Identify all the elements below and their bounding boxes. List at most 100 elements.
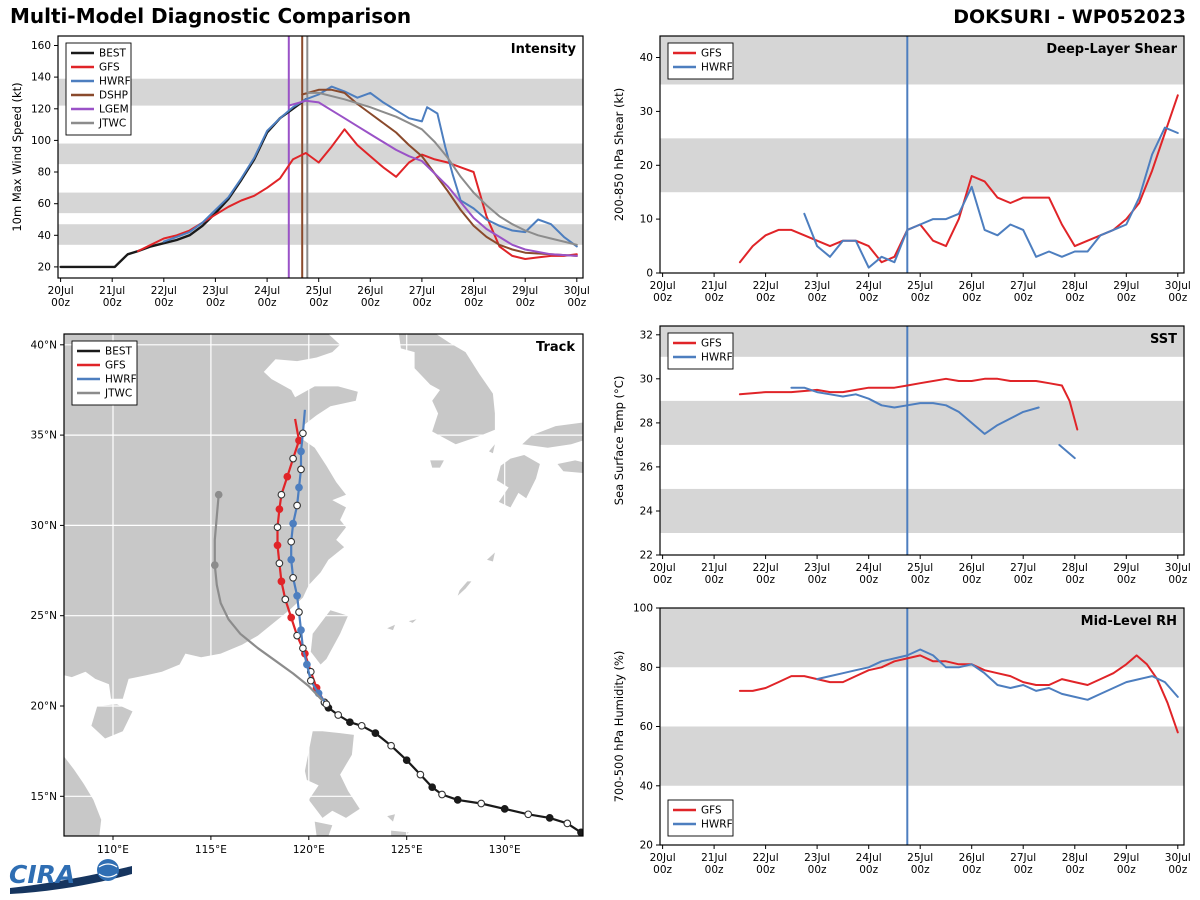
svg-text:110°E: 110°E (97, 844, 129, 856)
land-ishigaki (387, 624, 395, 631)
svg-text:00z: 00z (911, 864, 930, 876)
plot-frame (659, 35, 1185, 274)
svg-text:00z: 00z (705, 864, 724, 876)
svg-text:00z: 00z (464, 297, 483, 309)
legend: BEST GFS HWRF DSHP LGEM JTWC (65, 42, 132, 136)
svg-text:20°N: 20°N (31, 700, 57, 712)
track-marker (293, 631, 301, 640)
svg-text:00z: 00z (154, 297, 173, 309)
track-marker (281, 595, 290, 604)
track-marker (289, 454, 297, 463)
land-hainan (91, 704, 133, 739)
land-samar (391, 830, 409, 836)
svg-text:00z: 00z (1065, 292, 1084, 304)
track-marker (428, 783, 437, 792)
svg-text:00z: 00z (756, 864, 775, 876)
svg-text:29Jul: 29Jul (512, 285, 538, 297)
svg-text:28Jul: 28Jul (461, 285, 487, 297)
svg-text:00z: 00z (51, 297, 70, 309)
track-hwrf (287, 409, 331, 709)
svg-text:130°E: 130°E (489, 844, 521, 856)
svg-text:Sea Surface Temp (°C): Sea Surface Temp (°C) (612, 376, 626, 506)
svg-text:22Jul: 22Jul (753, 562, 779, 574)
land-luzon (304, 731, 360, 818)
svg-text:00z: 00z (1117, 864, 1136, 876)
svg-text:60: 60 (38, 198, 51, 210)
svg-text:15°N: 15°N (31, 791, 57, 803)
storm-id: DOKSURI - WP052023 (953, 6, 1186, 28)
shaded-band (58, 78, 583, 106)
svg-text:22Jul: 22Jul (753, 852, 779, 864)
legend: GFS HWRF (667, 332, 734, 370)
svg-text:20: 20 (38, 261, 51, 273)
svg-text:BEST: BEST (99, 48, 127, 60)
svg-text:00z: 00z (258, 297, 277, 309)
shear-chart: 20Jul00z21Jul00z22Jul00z23Jul00z24Jul00z… (612, 35, 1191, 304)
track-marker (299, 429, 307, 438)
svg-text:23Jul: 23Jul (804, 562, 830, 574)
svg-text:120°E: 120°E (293, 844, 325, 856)
track-marker (500, 805, 509, 813)
svg-text:00z: 00z (1168, 292, 1187, 304)
svg-text:00z: 00z (911, 292, 930, 304)
legend: GFS HWRF (667, 42, 734, 80)
svg-text:100: 100 (31, 135, 51, 147)
svg-text:HWRF: HWRF (701, 62, 733, 74)
svg-text:25Jul: 25Jul (306, 285, 332, 297)
svg-text:00z: 00z (962, 292, 981, 304)
svg-text:00z: 00z (962, 864, 981, 876)
track-marker (277, 490, 286, 499)
svg-text:GFS: GFS (701, 338, 722, 350)
track-marker (524, 810, 533, 819)
svg-text:100: 100 (633, 603, 653, 615)
track-marker (297, 626, 305, 634)
land-jeju (430, 460, 444, 468)
track-marker (287, 555, 296, 564)
track-marker (293, 501, 301, 510)
svg-text:21Jul: 21Jul (701, 562, 727, 574)
svg-text:20Jul: 20Jul (650, 280, 676, 292)
svg-text:29Jul: 29Jul (1113, 280, 1139, 292)
shaded-band (58, 224, 583, 245)
svg-text:25°N: 25°N (31, 610, 57, 622)
track-marker (273, 523, 282, 532)
svg-text:23Jul: 23Jul (804, 280, 830, 292)
svg-text:00z: 00z (808, 864, 827, 876)
svg-text:29Jul: 29Jul (1113, 852, 1139, 864)
svg-text:BEST: BEST (105, 346, 133, 358)
svg-text:30°N: 30°N (31, 520, 57, 532)
svg-text:22: 22 (640, 550, 653, 562)
svg-text:00z: 00z (756, 574, 775, 586)
intensity-series-gfs (137, 128, 578, 260)
svg-text:160: 160 (31, 40, 51, 52)
land-catanduanes (387, 814, 395, 822)
svg-text:26: 26 (640, 461, 654, 473)
sst-series-hwrf (790, 386, 1076, 460)
svg-text:00z: 00z (653, 864, 672, 876)
svg-text:00z: 00z (705, 574, 724, 586)
rh-chart: 20Jul00z21Jul00z22Jul00z23Jul00z24Jul00z… (612, 603, 1191, 877)
intensity-series-jtwc (306, 91, 578, 246)
svg-text:JTWC: JTWC (104, 388, 132, 400)
svg-text:20: 20 (640, 160, 653, 172)
svg-text:32: 32 (640, 329, 653, 341)
svg-text:00z: 00z (859, 574, 878, 586)
track-map: 110°E 115°E 120°E 125°E 130°E 15°N 20°N 25°N 30°… (31, 333, 584, 856)
svg-text:GFS: GFS (105, 360, 126, 372)
track-marker (275, 505, 284, 514)
svg-text:26Jul: 26Jul (959, 280, 985, 292)
sst-chart: 20Jul00z21Jul00z22Jul00z23Jul00z24Jul00z… (612, 325, 1191, 586)
svg-text:21Jul: 21Jul (701, 280, 727, 292)
track-marker (387, 741, 395, 750)
svg-text:29Jul: 29Jul (1113, 562, 1139, 574)
svg-text:21Jul: 21Jul (701, 852, 727, 864)
intensity-series-hwrf (162, 85, 578, 248)
svg-text:40°N: 40°N (31, 339, 57, 351)
svg-text:00z: 00z (808, 574, 827, 586)
sst-series-gfs (738, 377, 1079, 431)
svg-text:Intensity: Intensity (511, 42, 577, 57)
track-marker (214, 490, 223, 499)
track-marker (371, 729, 380, 737)
svg-text:27Jul: 27Jul (409, 285, 435, 297)
svg-text:27Jul: 27Jul (1010, 562, 1036, 574)
